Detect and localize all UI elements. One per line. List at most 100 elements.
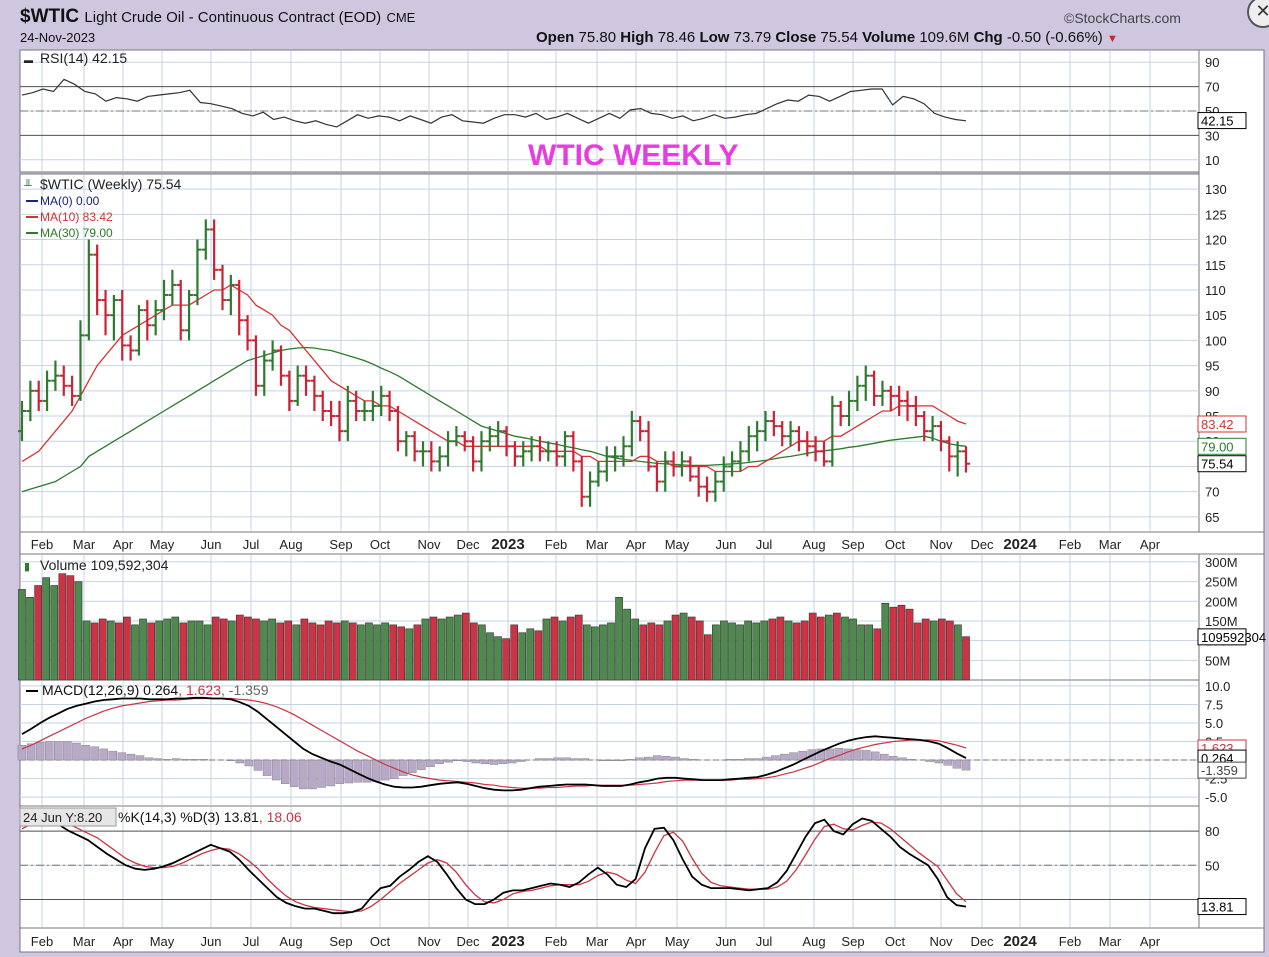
macd-hist-bar-71 <box>662 756 671 761</box>
axis-top-tick-25: Mar <box>1099 537 1122 552</box>
macd-hist-bar-92 <box>852 749 862 761</box>
volume-bar-109 <box>897 604 906 681</box>
macd-hist-bar-25 <box>244 759 254 767</box>
axis-bottom-tick-25: Mar <box>1099 934 1122 949</box>
macd-hist-bar-68 <box>634 757 644 761</box>
macd-hist-bar-104 <box>961 759 971 771</box>
macd-line <box>21 696 967 792</box>
copyright: ©StockCharts.com <box>1064 10 1181 26</box>
axis-bottom-tick-5: Jul <box>243 934 260 949</box>
volume-bar-34 <box>292 624 301 681</box>
macd-hist-bar-81 <box>752 758 762 761</box>
axis-top-tick-0: Feb <box>31 537 53 552</box>
volume-bar-83 <box>687 616 696 681</box>
volume-bar-82 <box>679 612 688 681</box>
macd-hist-bar-83 <box>771 755 780 761</box>
volume-bar-81 <box>671 614 680 681</box>
volume-bar-50 <box>421 618 430 681</box>
volume-bar-68 <box>566 616 575 681</box>
volume-bar-103 <box>849 618 857 681</box>
axis-top-tick-1: Mar <box>73 537 96 552</box>
volume-bar-7 <box>74 581 83 681</box>
tooltip-box <box>19 807 117 827</box>
volume-bar-65 <box>542 618 551 681</box>
volume-bar-46 <box>389 624 397 681</box>
macd-hist-bar-46 <box>435 759 444 764</box>
volume-bar-106 <box>873 628 882 681</box>
macd-hist-bar-55 <box>516 759 526 762</box>
macd-hist-bar-2 <box>35 742 45 761</box>
volume-bar-20 <box>179 622 188 681</box>
volume-value: 109.6M <box>919 29 970 46</box>
volume-bar-107 <box>881 602 890 681</box>
volume-bar-40 <box>340 620 349 681</box>
volume-bar-37 <box>316 624 325 681</box>
macd-hist-bar-6 <box>72 742 81 761</box>
volume-bar-94 <box>776 616 785 681</box>
axis-bottom-tick-3: May <box>150 934 175 949</box>
price-ytick-7: 95 <box>1205 359 1219 374</box>
volume-bar-38 <box>324 620 333 681</box>
macd-hist-bar-57 <box>535 758 544 761</box>
axis-top-tick-8: Oct <box>370 537 391 552</box>
volume-bar-44 <box>373 624 381 681</box>
macd-hist-bar-33 <box>317 759 326 788</box>
rsi-last-label: 42.15 <box>1201 114 1234 129</box>
close-icon[interactable]: ✕ <box>1247 0 1269 28</box>
macd-hist-bar-66 <box>616 759 626 761</box>
price-legend: $WTIC (Weekly) 75.54 <box>40 176 182 192</box>
volume-bar-55 <box>461 612 470 681</box>
axis-top-tick-19: Sep <box>841 537 864 552</box>
macd-hist-bar-101 <box>934 759 944 764</box>
macd-hist-bar-91 <box>843 748 853 761</box>
macd-hist-bar-34 <box>326 759 335 787</box>
axis-top-tick-13: Mar <box>586 537 609 552</box>
macd-hist-bar-73 <box>680 758 689 761</box>
volume-label: Volume <box>862 29 916 46</box>
volume-bar-84 <box>695 620 704 681</box>
macd-hist-bar-89 <box>825 748 835 761</box>
axis-bottom-tick-13: Mar <box>586 934 609 949</box>
axis-bottom-tick-6: Aug <box>279 934 302 949</box>
volume-bar-85 <box>703 634 712 681</box>
macd-hist-bar-67 <box>625 759 635 761</box>
open-label: Open <box>536 29 575 46</box>
price-ytick-13: 65 <box>1205 510 1219 525</box>
volume-bar-18 <box>163 618 172 681</box>
volume-bar-64 <box>534 630 543 681</box>
axis-bottom-tick-7: Sep <box>329 934 352 949</box>
chg-label: Chg <box>973 29 1003 46</box>
axis-bottom-tick-11: 2023 <box>491 933 524 950</box>
macd-ytick-6: -5.0 <box>1205 790 1227 805</box>
price-label-2-box <box>1197 455 1247 473</box>
high-label: High <box>620 29 654 46</box>
volume-bar-115 <box>946 620 954 681</box>
macd-legend-part-1: , 1.623 <box>178 682 221 698</box>
description: Light Crude Oil - Continuous Contract (E… <box>84 9 382 26</box>
macd-hist-bar-40 <box>380 759 390 781</box>
down-arrow-icon: ▼ <box>1106 33 1118 45</box>
volume-bar-0 <box>18 589 26 681</box>
rsi-last-label-box <box>1197 112 1247 130</box>
axis-top-tick-17: Jul <box>756 537 773 552</box>
price-ytick-5: 105 <box>1205 308 1227 323</box>
price-ytick-12: 70 <box>1205 485 1219 500</box>
volume-bar-78 <box>647 622 656 681</box>
price-ytick-2: 120 <box>1205 233 1227 248</box>
axis-bottom-tick-15: May <box>665 934 690 949</box>
stoch-legend: %K(14,3) %D(3) 13.81, 18.06 <box>118 809 302 825</box>
volume-bar-36 <box>308 622 317 681</box>
volume-bar-23 <box>203 624 212 681</box>
macd-hist-bar-7 <box>81 745 90 761</box>
volume-bar-9 <box>90 622 99 681</box>
volume-bar-30 <box>260 620 268 681</box>
macd-hist-bar-53 <box>498 759 508 764</box>
volume-bar-110 <box>905 608 914 681</box>
volume-bar-51 <box>429 616 438 681</box>
volume-bar-52 <box>437 618 446 681</box>
rsi-legend-icon: ▬ <box>24 55 33 65</box>
price-label-1: 79.00 <box>1201 439 1234 454</box>
volume-bar-53 <box>445 616 454 681</box>
macd-hist-bar-96 <box>889 756 898 761</box>
volume-bar-16 <box>147 622 155 681</box>
